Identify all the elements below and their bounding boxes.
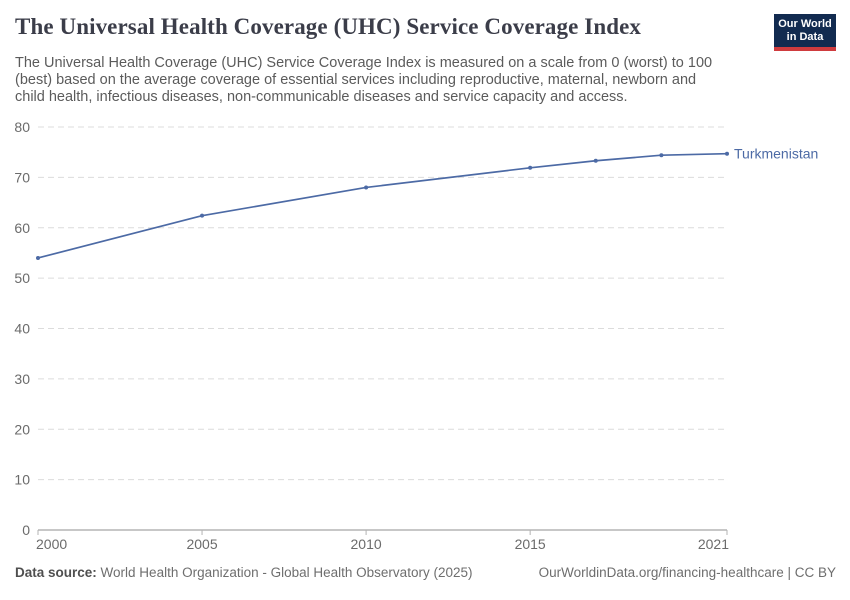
y-tick-label-20: 20 xyxy=(14,421,30,437)
y-tick-label-50: 50 xyxy=(14,270,30,286)
data-point-2017[interactable] xyxy=(593,158,598,163)
x-tick-label-2010: 2010 xyxy=(351,536,382,552)
y-tick-label-10: 10 xyxy=(14,472,30,488)
owid-cc-link[interactable]: OurWorldinData.org/financing-healthcare … xyxy=(538,565,836,580)
data-point-2015[interactable] xyxy=(528,165,533,170)
data-point-2005[interactable] xyxy=(200,213,205,218)
data-source-text: World Health Organization - Global Healt… xyxy=(100,565,473,580)
x-tick-label-2005: 2005 xyxy=(186,536,217,552)
y-tick-label-30: 30 xyxy=(14,371,30,387)
x-tick-label-2021: 2021 xyxy=(698,536,729,552)
data-source: Data source: World Health Organization -… xyxy=(15,565,472,581)
owid-logo-line1: Our World xyxy=(778,18,832,30)
y-tick-label-70: 70 xyxy=(14,169,30,185)
data-line-turkmenistan[interactable] xyxy=(37,152,728,259)
data-point-2010[interactable] xyxy=(364,185,369,190)
x-tick-label-2015: 2015 xyxy=(515,536,546,552)
data-point-2019[interactable] xyxy=(659,153,664,158)
chart-area: 0 10 20 30 40 50 60 70 80 2000 2005 2010 2015 2021 Tur… xyxy=(0,115,850,562)
uhc-line-chart[interactable]: 0 10 20 30 40 50 60 70 80 2000 2005 2010 2015 2021 Tur… xyxy=(0,115,850,562)
owid-logo-line2: in Data xyxy=(786,31,824,43)
data-point-2000[interactable] xyxy=(36,255,40,260)
y-tick-label-40: 40 xyxy=(14,321,30,337)
y-tick-label-60: 60 xyxy=(14,220,30,236)
y-tick-label-80: 80 xyxy=(14,119,30,135)
owid-logo[interactable]: Our World in Data xyxy=(774,14,836,51)
entity-label: Turkmenistan xyxy=(734,146,818,162)
data-point-2021[interactable] xyxy=(725,151,729,156)
x-tick-label-2000: 2000 xyxy=(36,536,67,552)
data-source-label: Data source: xyxy=(15,565,97,580)
y-tick-label-0: 0 xyxy=(22,522,30,538)
chart-footer: Data source: World Health Organization -… xyxy=(15,565,836,581)
page-title: The Universal Health Coverage (UHC) Serv… xyxy=(15,14,642,39)
chart-subtitle: The Universal Health Coverage (UHC) Serv… xyxy=(15,55,713,105)
